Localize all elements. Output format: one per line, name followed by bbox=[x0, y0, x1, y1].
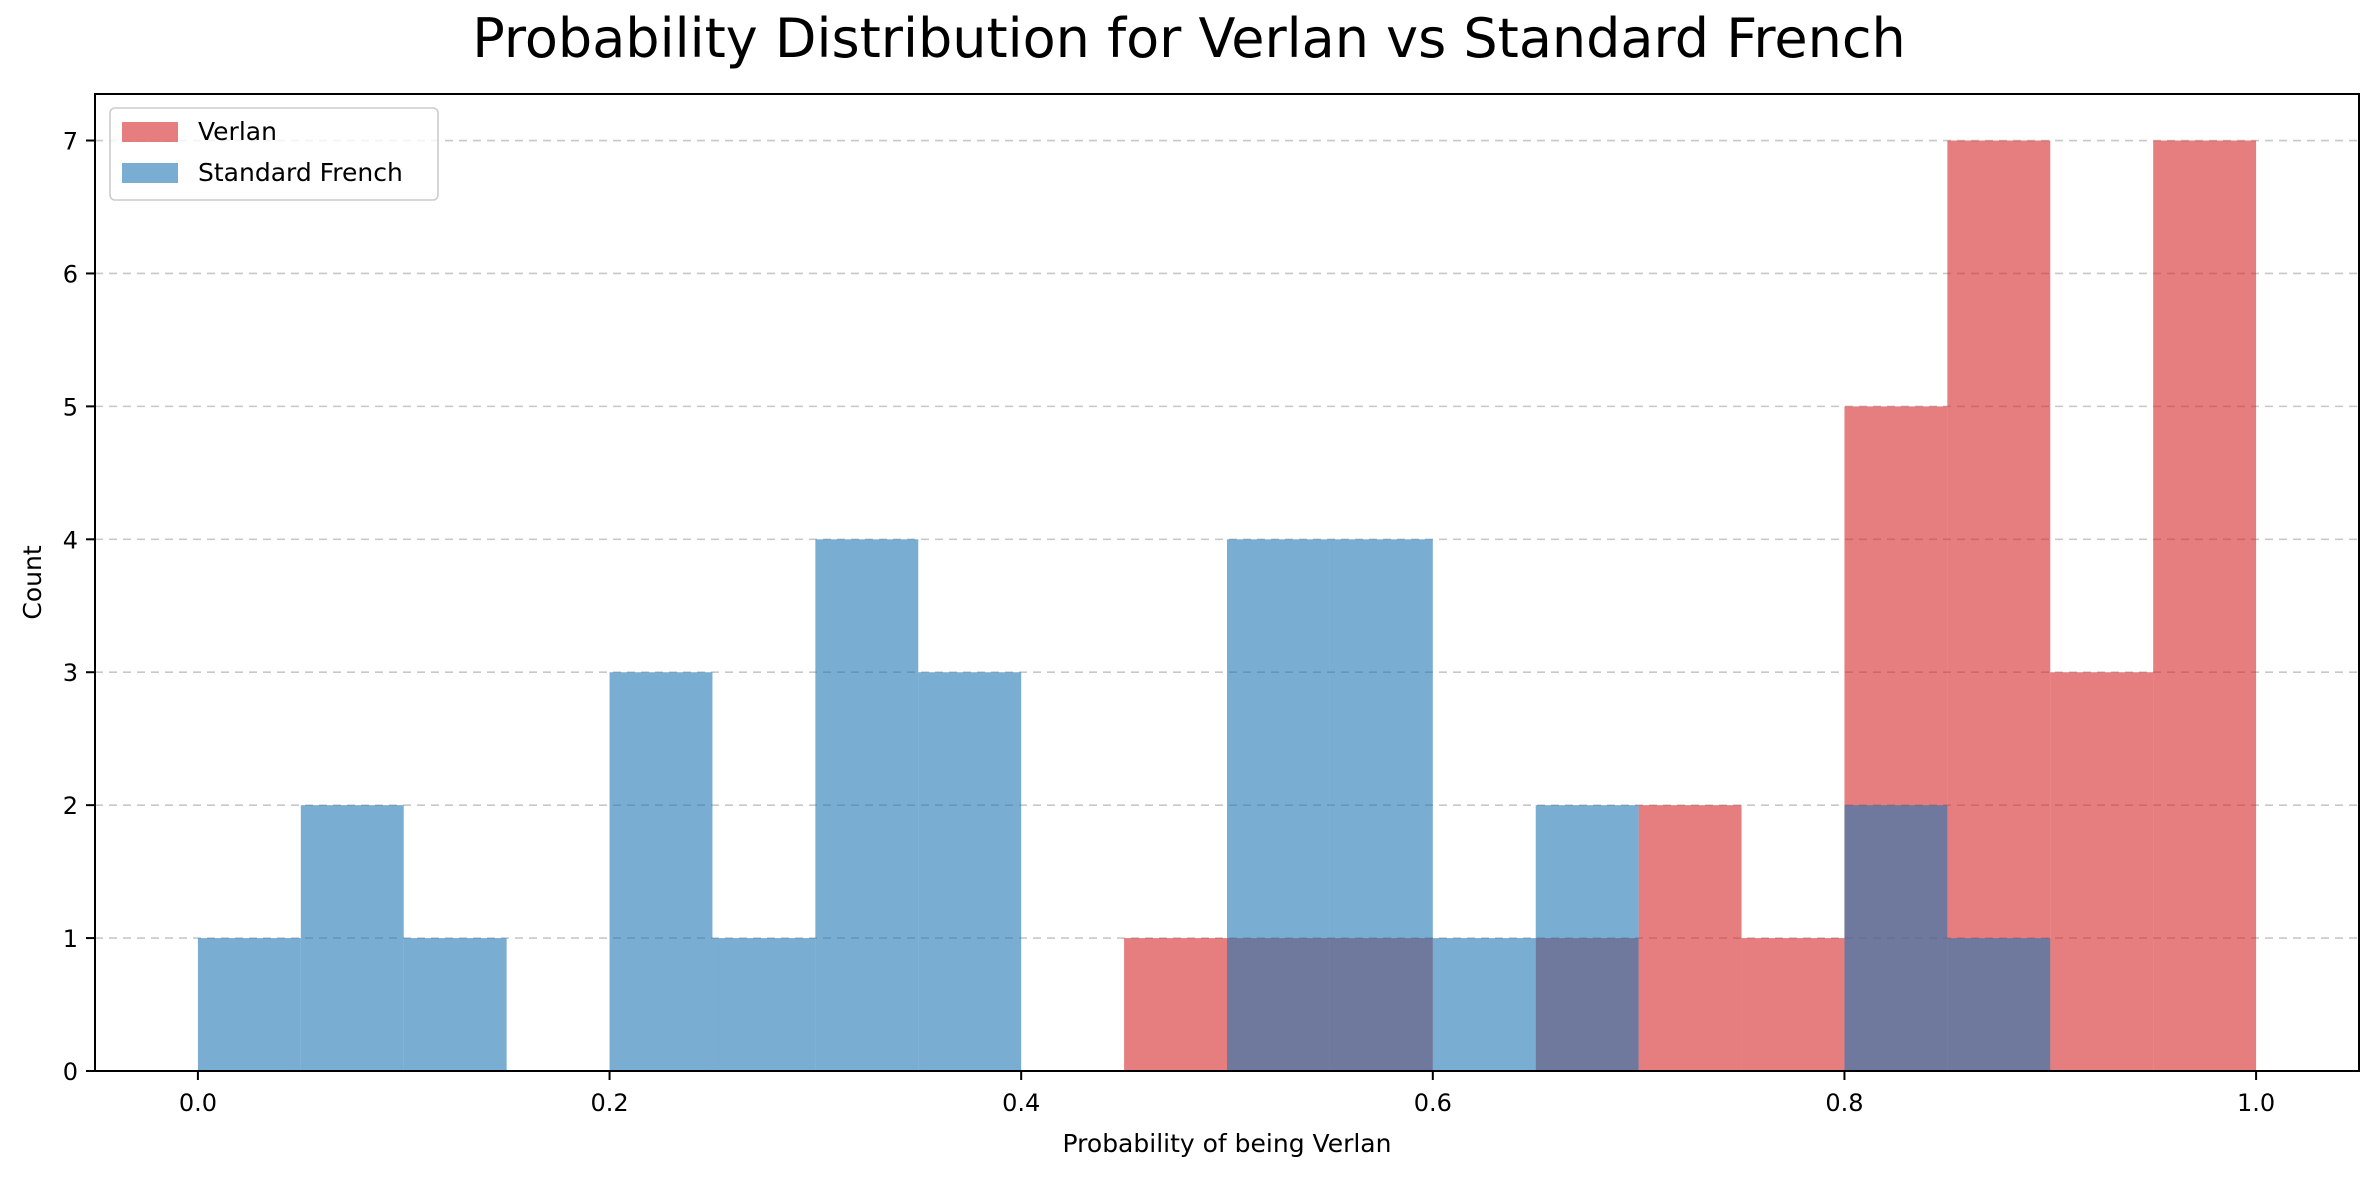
chart-title: Probability Distribution for Verlan vs S… bbox=[472, 7, 1905, 70]
y-tick-label: 2 bbox=[63, 792, 78, 820]
legend-swatch-standard-french bbox=[122, 163, 178, 183]
x-tick-label: 0.8 bbox=[1825, 1089, 1863, 1117]
bar-standard-french bbox=[1947, 938, 2051, 1071]
legend-box bbox=[109, 107, 439, 201]
axes-frame bbox=[94, 93, 2360, 1072]
histogram-bars bbox=[197, 140, 2257, 1071]
bar-verlan bbox=[1638, 805, 1742, 1071]
bar-standard-french bbox=[1227, 539, 1330, 1071]
y-tick-label: 1 bbox=[63, 925, 78, 953]
axis-ticks: 0.0 0.2 0.4 0.6 0.8 1.0 0 1 2 3 4 5 6 7 bbox=[63, 128, 2275, 1117]
y-tick-label: 6 bbox=[63, 260, 78, 288]
x-tick-label: 0.6 bbox=[1414, 1089, 1452, 1117]
legend-label-standard-french: Standard French bbox=[198, 158, 403, 187]
y-tick-label: 0 bbox=[63, 1058, 78, 1086]
bar-standard-french bbox=[918, 672, 1022, 1071]
x-axis-label: Probability of being Verlan bbox=[1063, 1129, 1392, 1158]
y-axis-label: Count bbox=[18, 545, 47, 619]
bar-standard-french bbox=[1329, 539, 1433, 1071]
bar-verlan bbox=[1947, 140, 2051, 1071]
bar-verlan bbox=[1124, 938, 1227, 1071]
legend-label-verlan: Verlan bbox=[198, 117, 277, 146]
bar-verlan bbox=[2050, 672, 2154, 1071]
bar-standard-french bbox=[815, 539, 919, 1071]
y-tick-label: 4 bbox=[63, 526, 78, 554]
bar-standard-french bbox=[300, 805, 404, 1071]
bar-standard-french bbox=[1844, 805, 1948, 1071]
x-tick-label: 0.0 bbox=[179, 1089, 217, 1117]
bar-standard-french bbox=[197, 938, 301, 1071]
y-tick-label: 5 bbox=[63, 393, 78, 421]
x-tick-label: 0.2 bbox=[590, 1089, 628, 1117]
bar-verlan bbox=[2153, 140, 2257, 1071]
bar-standard-french bbox=[1432, 938, 1536, 1071]
bar-standard-french bbox=[1535, 805, 1639, 1071]
bar-standard-french bbox=[609, 672, 713, 1071]
x-tick-label: 0.4 bbox=[1002, 1089, 1040, 1117]
bar-standard-french bbox=[712, 938, 816, 1071]
y-tick-label: 7 bbox=[63, 128, 78, 156]
bar-standard-french bbox=[403, 938, 507, 1071]
legend: Verlan Standard French bbox=[109, 107, 439, 201]
legend-swatch-verlan bbox=[122, 122, 178, 142]
y-tick-label: 3 bbox=[63, 659, 78, 687]
bar-verlan bbox=[1741, 938, 1845, 1071]
x-tick-label: 1.0 bbox=[2237, 1089, 2275, 1117]
